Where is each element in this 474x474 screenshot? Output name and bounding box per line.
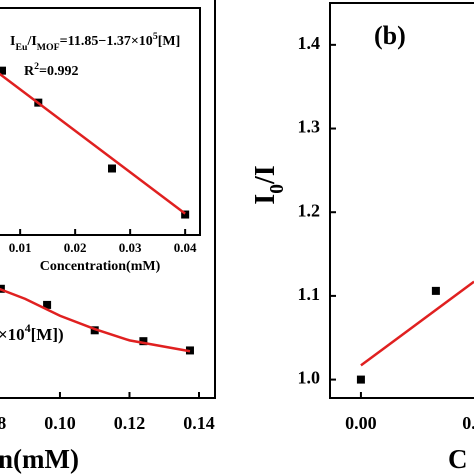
r-squared-part: 2 <box>34 61 39 72</box>
plot-frame <box>0 0 216 399</box>
x-axis-label: n(mM) <box>0 444 79 474</box>
data-point <box>356 375 365 384</box>
fit-equation-part: =11.85−1.37×10 <box>60 34 153 49</box>
fit-equation-part: 4 <box>25 321 31 335</box>
x-tick-label: 0.08 <box>0 413 6 433</box>
data-point <box>181 210 190 219</box>
x-axis-label: C <box>448 444 468 474</box>
fit-equation-part: 5 <box>153 31 158 42</box>
x-tick-label: 0.03 <box>119 240 142 255</box>
y-tick-label: 1.2 <box>298 200 321 220</box>
y-axis-label: I0/I <box>250 165 288 204</box>
x-tick-label: 0.05 <box>462 413 474 433</box>
data-point <box>431 286 440 295</box>
x-tick-label: 0.14 <box>183 413 215 433</box>
data-point <box>139 337 148 346</box>
fit-equation: IEu/IMOF=11.85−1.37×105[M] <box>10 31 180 53</box>
y-axis-label-part: /I <box>250 165 281 185</box>
data-point <box>0 284 5 293</box>
fit-equation-part: [M] <box>158 34 181 49</box>
x-tick-label: 0.12 <box>114 413 146 433</box>
panel-label: (b) <box>374 21 406 50</box>
r-squared-part: R <box>24 64 35 79</box>
x-tick-label: 0.00 <box>345 413 377 433</box>
fit-equation-part: I <box>10 34 15 49</box>
r-squared-part: =0.992 <box>39 64 78 79</box>
x-axis-label: Concentration(mM) <box>40 259 161 274</box>
r-squared: R2=0.992 <box>24 61 79 79</box>
fit-line <box>0 287 191 353</box>
x-tick-label: 0.01 <box>9 240 32 255</box>
x-tick-label: 0.02 <box>64 240 87 255</box>
fit-equation-part: MOF <box>37 42 60 53</box>
plot-frame <box>0 7 201 236</box>
x-tick-label: 0.04 <box>174 240 197 255</box>
data-point <box>108 164 116 173</box>
y-axis-label-part: 0 <box>267 184 288 194</box>
fit-line <box>360 280 474 367</box>
fit-equation-part: ×10 <box>0 325 25 344</box>
fit-equation-part: [M]) <box>31 325 64 344</box>
data-point <box>0 66 6 75</box>
fit-equation-part: Eu <box>15 42 28 53</box>
y-tick-label: 1.4 <box>298 33 321 53</box>
y-tick-label: 1.0 <box>298 368 321 388</box>
y-tick-label: 1.1 <box>298 284 321 304</box>
x-tick-label: 0.10 <box>44 413 76 433</box>
fit-equation: ×104[M]) <box>0 321 64 344</box>
fit-line <box>0 72 186 215</box>
data-point <box>43 300 52 309</box>
plot-frame <box>329 2 474 399</box>
fit-equation-part: /I <box>26 34 36 49</box>
y-tick-label: 1.3 <box>298 117 321 137</box>
y-axis-label-part: I <box>250 194 281 205</box>
